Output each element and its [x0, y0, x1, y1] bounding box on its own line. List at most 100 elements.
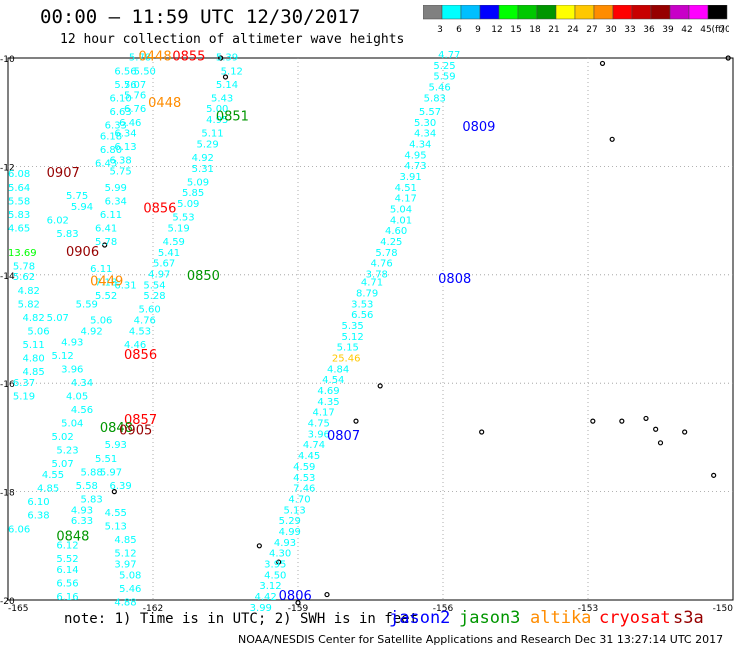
swh-value: 4.75: [308, 419, 330, 430]
footer-credit: NOAA/NESDIS Center for Satellite Applica…: [238, 633, 724, 646]
swh-value: 5.85: [182, 188, 204, 199]
swh-value: 5.30: [414, 118, 436, 129]
swh-value: 4.76: [134, 316, 156, 327]
swh-value: 5.52: [56, 554, 78, 565]
track-time-label: 0808: [438, 272, 471, 287]
swh-value: 3.12: [259, 581, 281, 592]
swh-value: 4.34: [71, 378, 93, 389]
track-time-label: 0806: [279, 589, 312, 604]
swh-value: 4.92: [81, 326, 103, 337]
swh-value: 5.76: [124, 91, 146, 102]
colorbar-label: 6: [456, 25, 462, 35]
swh-value: 5.82: [18, 299, 40, 310]
swh-value: 5.50: [134, 66, 156, 77]
island: [609, 136, 615, 142]
map-frame: [7, 57, 734, 601]
lat-label: -20: [0, 597, 15, 607]
swh-value: 6.16: [56, 592, 78, 603]
swh-value: 4.46: [124, 340, 146, 351]
legend-cryosat: cryosat: [599, 608, 671, 628]
swh-value: 4.71: [361, 278, 383, 289]
track-time-label: 0857: [124, 413, 157, 428]
track-time-label: 0905: [119, 424, 152, 439]
island: [256, 543, 262, 549]
colorbar-label: 15: [510, 25, 521, 35]
swh-value: 5.15: [337, 343, 359, 354]
swh-value: 3.95: [264, 559, 286, 570]
island: [711, 472, 717, 478]
colorbar-legend: 3 6 9 12 15 18 21 24 27 30 33 36 39 42 45 70(ft): [423, 5, 729, 35]
swh-value: 5.19: [168, 223, 190, 234]
swh-value: 25.46: [332, 354, 361, 365]
track-time-label: 0856: [143, 201, 176, 216]
swh-value: 5.58: [8, 196, 30, 207]
swh-value: 4.82: [23, 313, 45, 324]
swh-value: 6.10: [27, 497, 49, 508]
lat-label: -18: [0, 489, 15, 499]
swh-value: 5.59: [433, 72, 455, 83]
island: [377, 383, 383, 389]
swh-value: 5.12: [52, 351, 74, 362]
swh-value: 5.57: [419, 107, 441, 118]
track-time-label: 0448: [148, 96, 181, 111]
swh-value: 6.02: [47, 215, 69, 226]
swh-value: 5.75: [66, 191, 88, 202]
swh-value: 4.55: [42, 470, 64, 481]
swh-value: 4.92: [192, 153, 214, 164]
swh-value: 6.56: [351, 310, 373, 321]
swh-value: 5.29: [197, 139, 219, 150]
swh-value: 4.42: [255, 592, 277, 603]
swh-value: 4.30: [269, 549, 291, 560]
lon-label: -153: [578, 604, 598, 614]
swh-value: 13.69: [8, 248, 37, 259]
swh-value: 5.14: [216, 80, 238, 91]
swh-value: 5.93: [105, 440, 127, 451]
swh-value: 5.04: [61, 419, 83, 430]
swh-value: 6.06: [8, 524, 30, 535]
swh-value: 4.80: [23, 354, 45, 365]
swh-value: 3.96: [308, 429, 330, 440]
swh-value: 3.96: [61, 364, 83, 375]
swh-value: 5.78: [129, 53, 151, 64]
swh-value: 3.91: [400, 172, 422, 183]
swh-value: 5.76: [114, 80, 136, 91]
swh-value: 6.63: [110, 107, 132, 118]
swh-value: 5.78: [95, 237, 117, 248]
swh-value: 5.11: [201, 129, 223, 140]
swh-value: 6.13: [114, 142, 136, 153]
swh-value: 5.94: [71, 202, 93, 213]
swh-value: 5.67: [153, 259, 175, 270]
colorbar-label: 39: [662, 25, 674, 35]
swh-value: 6.11: [90, 264, 112, 275]
swh-value: 4.53: [129, 326, 151, 337]
lat-label: -16: [0, 380, 15, 390]
swh-value: 4.85: [23, 367, 45, 378]
swh-value: 5.35: [342, 321, 364, 332]
swh-value: 5.75: [110, 167, 132, 178]
swh-value: 6.10: [110, 93, 132, 104]
swh-value: 5.62: [13, 272, 35, 283]
island: [353, 418, 359, 424]
colorbar-label: 21: [548, 25, 559, 35]
swh-value: 3.99: [250, 603, 272, 614]
lon-label: -159: [288, 604, 309, 614]
swh-value: 5.06: [90, 316, 112, 327]
track-time-label: 0851: [216, 109, 249, 124]
swh-value: 6.76: [124, 104, 146, 115]
swh-value: 6.34: [105, 196, 127, 207]
legend-jason3: jason3: [459, 608, 521, 628]
swh-value: 4.77: [438, 50, 460, 61]
swh-value: 4.50: [264, 570, 286, 581]
swh-value: 5.00: [206, 104, 228, 115]
island: [479, 429, 485, 435]
swh-value: 5.09: [177, 199, 199, 210]
track-time-label: 0855: [172, 50, 205, 65]
swh-value: 4.17: [313, 408, 335, 419]
swh-value: 5.54: [143, 280, 165, 291]
island: [599, 60, 606, 67]
swh-value: 4.74: [303, 440, 325, 451]
swh-value: 4.55: [105, 508, 127, 519]
colorbar-label: 45: [700, 25, 711, 35]
swh-value: 6.11: [100, 210, 122, 221]
swh-value: 6.33: [71, 516, 93, 527]
